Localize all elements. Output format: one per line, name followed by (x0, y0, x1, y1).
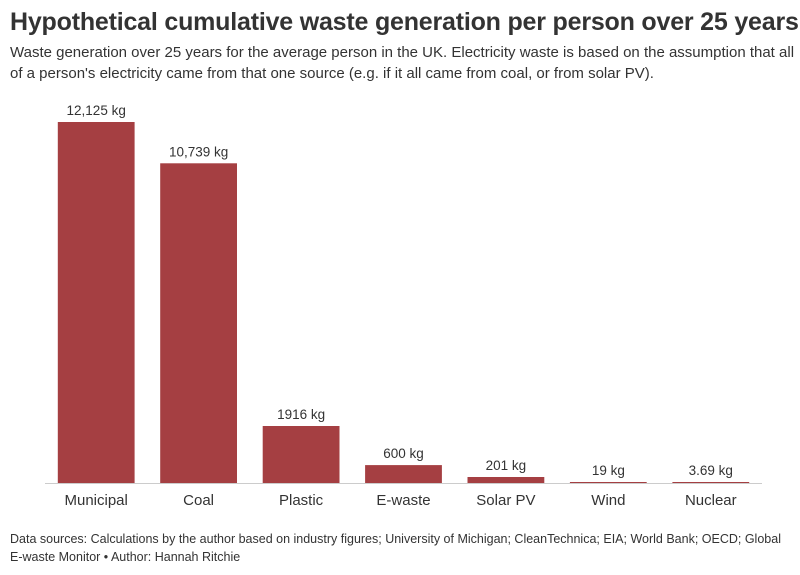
chart-footer-sources: Data sources: Calculations by the author… (10, 532, 781, 564)
x-tick-label: Nuclear (685, 492, 737, 509)
x-tick-label: Plastic (279, 492, 324, 509)
bar-nuclear (672, 482, 750, 483)
data-label: 600 kg (383, 446, 424, 461)
data-label: 12,125 kg (67, 103, 126, 118)
bar-plastic (262, 426, 340, 483)
x-tick-label: Municipal (65, 492, 128, 509)
x-tick-label: Solar PV (476, 492, 535, 509)
x-tick-label: Coal (183, 492, 214, 509)
bar-e-waste (365, 465, 442, 483)
data-label: 10,739 kg (169, 144, 228, 159)
data-label: 1916 kg (277, 407, 325, 422)
chart-title: Hypothetical cumulative waste generation… (10, 8, 799, 36)
bar-wind (569, 482, 647, 483)
data-label: 3.69 kg (689, 463, 733, 478)
x-tick-label: Wind (591, 492, 625, 509)
data-label: 19 kg (592, 463, 625, 478)
data-label: 201 kg (486, 458, 527, 473)
x-tick-label: E-waste (376, 492, 430, 509)
bar-municipal (57, 122, 135, 483)
bar-solar-pv (467, 477, 545, 483)
bar-coal (160, 163, 237, 484)
chart-subtitle: Waste generation over 25 years for the a… (10, 44, 795, 82)
